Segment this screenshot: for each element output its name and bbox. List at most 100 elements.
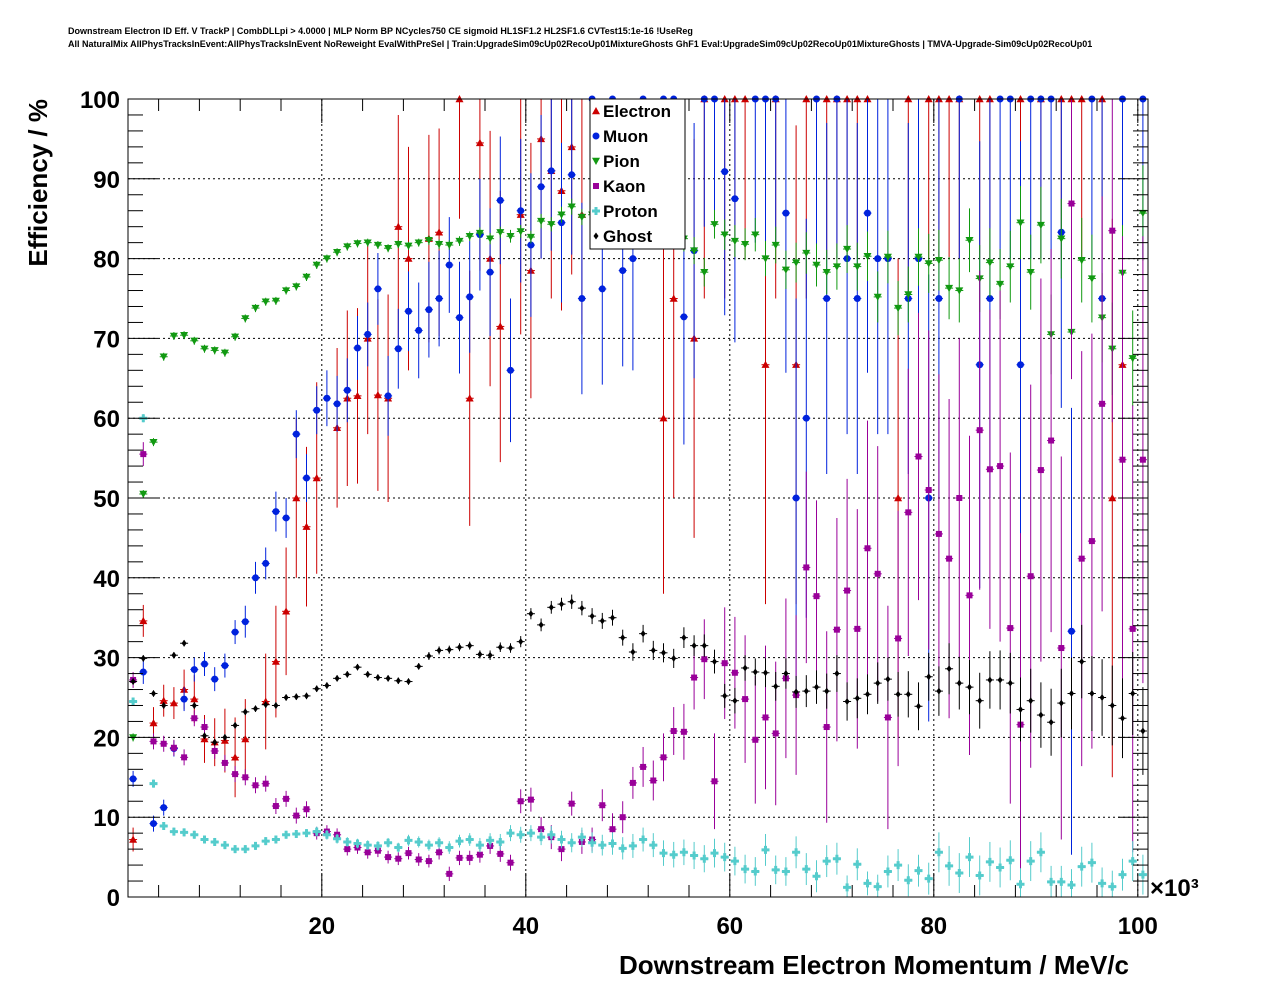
data-point xyxy=(884,714,891,721)
data-point xyxy=(650,646,656,654)
legend-label-pion: Pion xyxy=(603,152,640,171)
data-point xyxy=(475,229,484,238)
data-point xyxy=(200,835,209,844)
data-point xyxy=(710,221,719,229)
legend-label-electron: Electron xyxy=(603,102,671,121)
data-point xyxy=(618,844,627,853)
data-point xyxy=(354,344,361,352)
data-point xyxy=(486,836,495,845)
legend-label-ghost: Ghost xyxy=(603,227,652,246)
data-point xyxy=(425,858,432,865)
data-point xyxy=(252,782,259,789)
data-point xyxy=(364,330,372,338)
data-point xyxy=(303,474,310,482)
data-point xyxy=(190,830,199,839)
data-point xyxy=(772,730,779,737)
data-point xyxy=(129,835,138,843)
data-point xyxy=(292,829,301,838)
data-point xyxy=(526,233,535,242)
data-point xyxy=(996,280,1005,289)
data-point xyxy=(781,266,790,274)
data-point xyxy=(507,366,514,374)
data-point xyxy=(475,841,484,850)
data-point xyxy=(516,228,525,236)
data-point xyxy=(844,697,850,705)
data-point xyxy=(159,353,168,361)
data-point xyxy=(261,697,270,705)
data-point xyxy=(1006,263,1015,271)
data-point xyxy=(333,834,342,843)
data-point xyxy=(355,663,360,671)
data-point xyxy=(304,692,309,700)
data-point xyxy=(241,315,250,323)
data-point xyxy=(547,830,556,839)
data-point xyxy=(660,754,667,761)
data-point xyxy=(426,652,432,660)
data-point xyxy=(751,867,760,876)
data-point xyxy=(283,795,290,802)
data-point xyxy=(598,841,607,850)
data-point xyxy=(915,453,922,460)
data-point xyxy=(1027,573,1034,580)
data-point xyxy=(650,777,657,784)
data-point xyxy=(965,853,974,862)
data-point xyxy=(905,509,912,516)
data-point xyxy=(263,701,269,709)
data-point xyxy=(701,656,708,663)
data-point xyxy=(518,638,524,646)
data-point xyxy=(547,167,555,175)
data-point xyxy=(169,332,178,341)
data-point xyxy=(853,860,862,869)
legend-marker-muon xyxy=(592,132,600,140)
data-point xyxy=(457,643,462,651)
data-point xyxy=(151,690,156,698)
data-point xyxy=(334,674,340,682)
data-point xyxy=(169,699,178,707)
data-point xyxy=(823,295,831,302)
legend-label-proton: Proton xyxy=(603,202,658,221)
data-point xyxy=(271,835,280,844)
data-point xyxy=(548,603,554,611)
data-point xyxy=(222,733,228,741)
data-point xyxy=(987,676,993,684)
data-point xyxy=(895,635,902,642)
data-point xyxy=(792,259,801,267)
data-point xyxy=(353,839,362,848)
x-axis-label: Downstream Electron Momentum / MeV/c xyxy=(619,950,1129,980)
data-point xyxy=(395,677,401,685)
data-point xyxy=(761,255,770,263)
data-point xyxy=(1138,209,1147,218)
data-point xyxy=(139,668,147,676)
data-point xyxy=(802,865,811,874)
data-point xyxy=(721,660,728,667)
data-point xyxy=(129,775,137,783)
data-point xyxy=(701,642,707,650)
data-point xyxy=(190,337,199,345)
data-point xyxy=(200,345,209,353)
data-point xyxy=(771,241,780,250)
data-point xyxy=(170,744,177,751)
data-point xyxy=(507,859,514,866)
data-point xyxy=(169,827,178,836)
data-point xyxy=(589,612,595,620)
data-point xyxy=(537,183,545,191)
data-point xyxy=(1139,456,1146,463)
data-point xyxy=(517,798,524,805)
data-point xyxy=(465,835,474,844)
data-point xyxy=(526,829,535,838)
data-point xyxy=(883,867,892,876)
data-point xyxy=(1109,227,1116,234)
data-point xyxy=(640,763,647,770)
data-point xyxy=(251,304,260,313)
data-point xyxy=(312,827,321,836)
data-point xyxy=(302,273,311,281)
data-point xyxy=(1078,555,1085,562)
data-point xyxy=(384,838,393,847)
data-point xyxy=(466,293,474,301)
data-point xyxy=(1016,219,1025,227)
data-point xyxy=(365,670,371,678)
data-point xyxy=(282,607,291,615)
x-tick-label: 20 xyxy=(308,913,335,940)
data-point xyxy=(843,883,852,892)
data-point xyxy=(363,841,372,850)
